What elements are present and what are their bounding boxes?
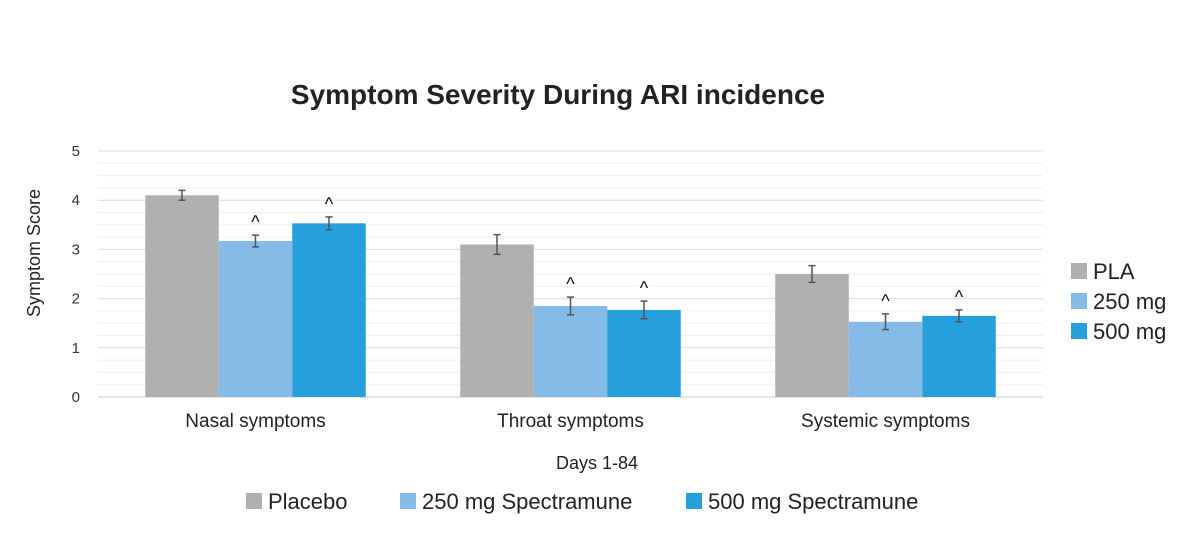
bar [848,321,923,397]
y-axis-ticks: 0 1 2 3 4 5 [72,143,80,406]
chart-title: Symptom Severity During ARI incidence [291,79,825,110]
bar [460,244,534,397]
legend-label: 250 mg [1093,289,1166,314]
legend-swatch [1071,293,1087,309]
significance-marker: ^ [640,278,649,298]
significance-marker: ^ [881,291,890,311]
legend-swatch [246,493,262,509]
legend-swatch [1071,263,1087,279]
legend-label: Placebo [268,489,348,514]
bar [533,305,608,397]
x-category-label: Nasal symptoms [185,411,325,432]
x-category-label: Throat symptoms [497,411,644,432]
significance-marker: ^ [325,194,334,214]
legend-bottom: Placebo 250 mg Spectramune 500 mg Spectram… [246,489,918,514]
y-tick-label: 4 [72,192,80,209]
y-tick-label: 3 [72,241,80,258]
bar [922,315,996,397]
legend-label: 500 mg [1093,319,1166,344]
bar [607,309,681,397]
y-tick-label: 5 [72,143,80,160]
significance-marker: ^ [251,212,260,232]
legend-swatch [1071,323,1087,339]
y-tick-label: 1 [72,340,80,357]
y-axis-title: Symptom Score [24,189,44,317]
legend-label: 250 mg Spectramune [422,489,632,514]
x-category-label: Systemic symptoms [801,411,970,432]
x-axis-categories: Nasal symptoms Throat symptoms Systemic sy… [185,411,970,432]
legend-label: PLA [1093,259,1135,284]
y-tick-label: 2 [72,291,80,308]
x-axis-title: Days 1-84 [556,453,638,473]
legend-label: 500 mg Spectramune [708,489,918,514]
bar [145,195,219,397]
bars: ^ ^ ^ ^ ^ ^ [145,189,996,397]
legend-swatch [686,493,702,509]
legend-right: PLA 250 mg 500 mg [1071,259,1166,344]
significance-marker: ^ [566,274,575,294]
bar [292,223,366,397]
bar [218,241,293,397]
significance-marker: ^ [955,287,964,307]
legend-swatch [400,493,416,509]
bar [775,274,849,397]
y-tick-label: 0 [72,389,80,406]
